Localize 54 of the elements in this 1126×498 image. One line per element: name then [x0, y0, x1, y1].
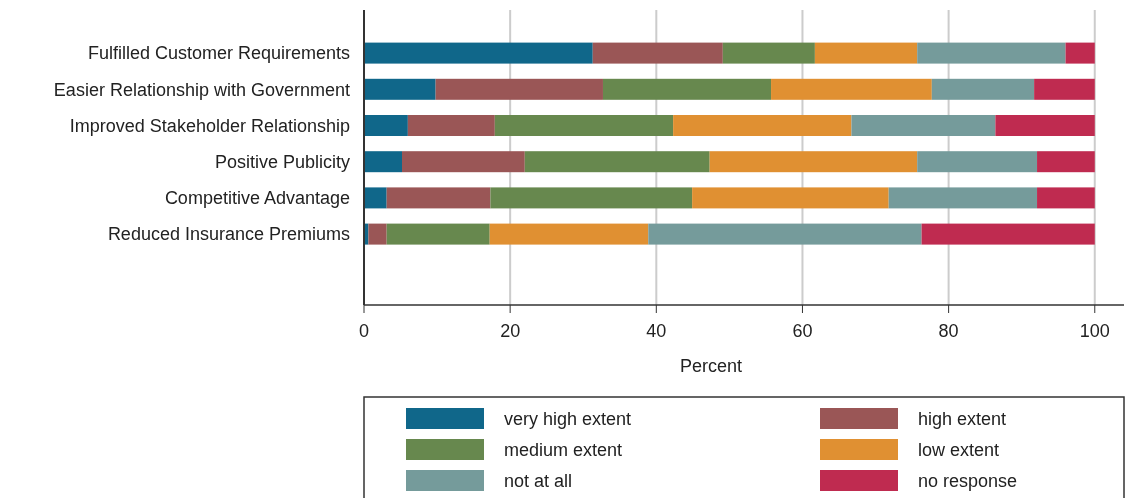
bar: [917, 151, 1038, 173]
bar: [386, 187, 491, 209]
bar: [402, 151, 525, 173]
y-tick-label: Positive Publicity: [214, 152, 350, 172]
bar: [921, 223, 1095, 245]
bar: [1037, 151, 1095, 173]
bar: [995, 115, 1095, 136]
bar: [364, 78, 436, 100]
y-tick-label: Reduced Insurance Premiums: [107, 224, 350, 245]
x-tick-label: 20: [500, 321, 521, 341]
legend-label: high extent: [918, 409, 1007, 430]
bar: [814, 42, 918, 64]
y-tick-label: Competitive Advantage: [164, 188, 350, 209]
bar: [407, 115, 495, 136]
bar: [364, 187, 387, 209]
bar: [851, 115, 996, 136]
bar: [1034, 78, 1095, 100]
bar: [1065, 42, 1095, 64]
x-tick-label: 100: [1079, 321, 1110, 341]
bar: [592, 42, 723, 64]
bar: [931, 78, 1035, 100]
bar: [648, 223, 922, 245]
bar: [489, 223, 649, 245]
bar: [1037, 187, 1095, 209]
bar: [771, 78, 932, 100]
bar: [722, 42, 815, 64]
legend-label: very high extent: [504, 409, 632, 430]
x-tick-label: 0: [358, 321, 370, 341]
legend-label: not at all: [504, 471, 573, 492]
bar: [364, 42, 593, 64]
bar: [364, 151, 402, 173]
bar: [692, 187, 889, 209]
bar: [368, 223, 387, 245]
bar: [435, 78, 603, 100]
legend-label: medium extent: [504, 440, 623, 461]
x-axis-title: Percent: [679, 356, 743, 376]
bar: [709, 151, 918, 173]
bar: [524, 151, 710, 173]
x-tick-label: 80: [938, 321, 959, 341]
bar: [490, 187, 693, 209]
bar: [386, 223, 490, 245]
legend-label: low extent: [918, 440, 1000, 461]
y-tick-label: Easier Relationship with Government: [53, 79, 350, 100]
y-tick-label: Fulfilled Customer Requirements: [87, 43, 350, 64]
y-tick-label: Improved Stakeholder Relationship: [69, 115, 350, 136]
bar: [364, 115, 408, 136]
bar: [494, 115, 674, 136]
bar: [602, 78, 772, 100]
bar: [673, 115, 852, 136]
bar: [888, 187, 1038, 209]
x-tick-label: 40: [646, 321, 667, 341]
x-tick-label: 60: [792, 321, 813, 341]
legend-label: no response: [918, 471, 1018, 492]
bar: [917, 42, 1066, 64]
